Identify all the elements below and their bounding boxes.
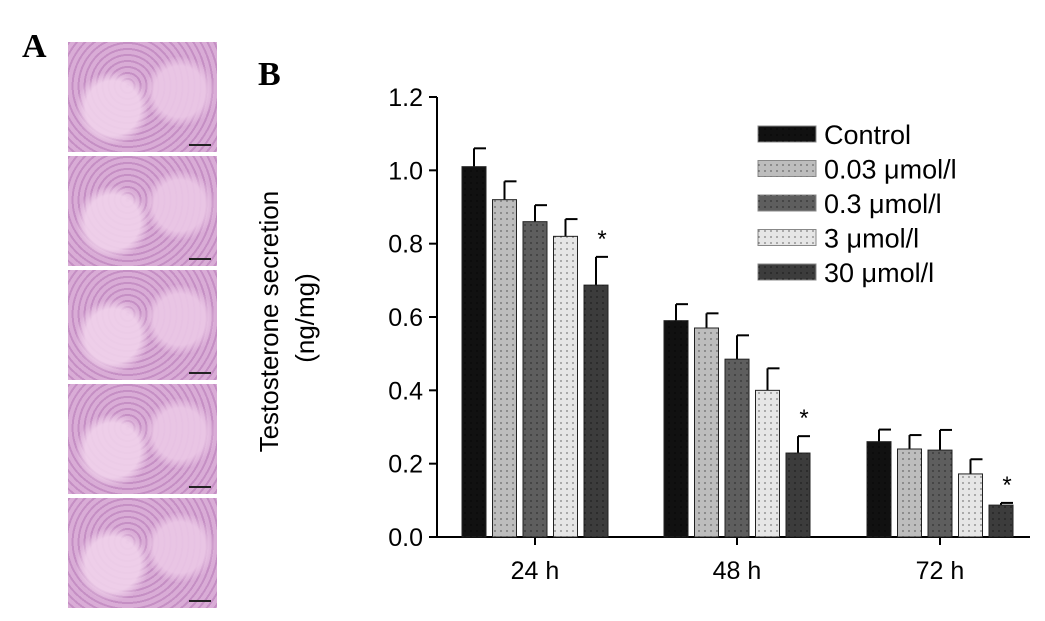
significance-marker: * (597, 226, 606, 253)
legend-label: Control (824, 120, 911, 150)
legend-label: 0.03 μmol/l (824, 155, 957, 185)
legend-swatch-texture (758, 264, 816, 280)
legend-swatch-texture (758, 126, 816, 142)
bar-texture (755, 390, 780, 537)
legend-label: 3 μmol/l (824, 224, 919, 254)
bar-texture (584, 285, 608, 537)
legend-swatch-texture (758, 229, 816, 246)
y-tick-label: 0.6 (388, 304, 423, 332)
bar-texture (958, 473, 983, 537)
legend-label: 30 μmol/l (824, 258, 934, 288)
scale-bar (189, 144, 211, 146)
x-tick-label: 72 h (916, 557, 965, 585)
histology-image (68, 498, 217, 608)
bar-texture (725, 359, 749, 537)
bar-texture (664, 320, 688, 537)
y-tick-label: 0.4 (388, 377, 423, 405)
bar-texture (786, 453, 810, 537)
scale-bar (189, 600, 211, 602)
x-tick-label: 48 h (713, 557, 762, 585)
y-tick-label: 0.8 (388, 231, 423, 259)
legend-swatch-texture (758, 195, 816, 211)
bar-texture (897, 449, 922, 537)
y-tick-label: 1.0 (388, 157, 423, 185)
scale-bar (189, 258, 211, 260)
legend-label: 0.3 μmol/l (824, 189, 942, 219)
bar-texture (694, 328, 719, 537)
y-tick-label: 0.2 (388, 451, 423, 479)
bar-texture (523, 221, 547, 537)
histology-image (68, 384, 217, 494)
bar-texture (492, 199, 517, 537)
scale-bar (189, 486, 211, 488)
y-tick-label: 1.2 (388, 84, 423, 112)
bar-texture (867, 441, 891, 537)
bar-texture (462, 166, 486, 537)
panel-a-label: A (22, 28, 47, 65)
y-tick-label: 0.0 (388, 524, 423, 552)
significance-marker: * (1002, 472, 1011, 499)
y-axis-label: Testosterone secretion (ng/mg) (254, 184, 320, 453)
histology-image (68, 156, 217, 266)
legend-swatch-texture (758, 160, 816, 177)
x-tick-label: 24 h (511, 557, 560, 585)
panel-b-label: B (258, 56, 281, 93)
histology-image (68, 270, 217, 380)
bar-texture (989, 505, 1013, 537)
scale-bar (189, 372, 211, 374)
bar-texture (928, 450, 952, 537)
bar-texture (553, 236, 578, 538)
significance-marker: * (799, 405, 808, 432)
histology-image (68, 42, 217, 152)
